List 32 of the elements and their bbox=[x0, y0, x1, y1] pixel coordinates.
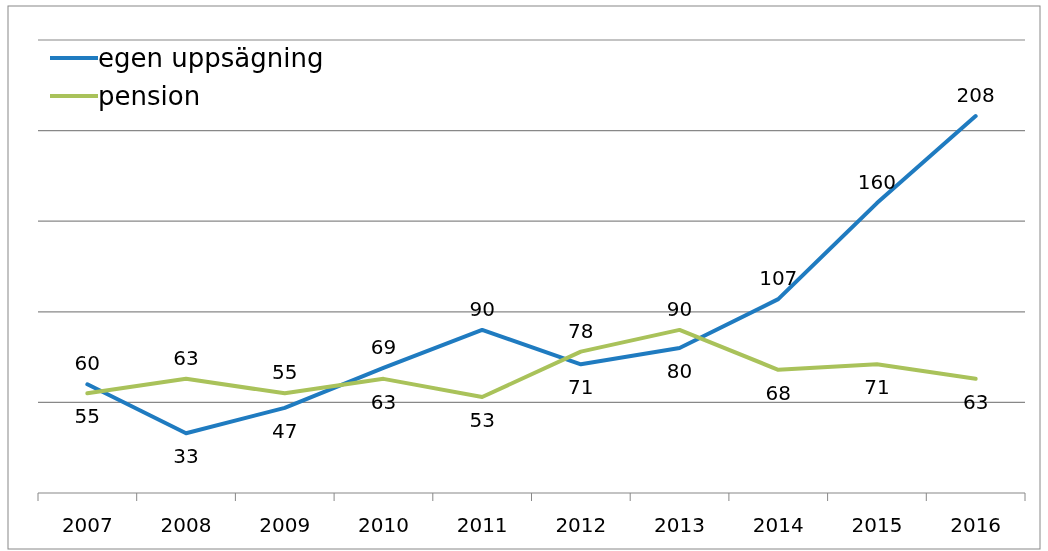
data-label: 63 bbox=[173, 345, 199, 370]
data-label: 55 bbox=[74, 404, 101, 429]
data-label: 53 bbox=[469, 407, 495, 432]
data-label: 160 bbox=[857, 170, 897, 195]
data-label: 33 bbox=[173, 444, 199, 469]
data-label: 80 bbox=[666, 359, 693, 384]
x-tick-label: 2015 bbox=[851, 513, 903, 537]
x-tick-label: 2013 bbox=[654, 513, 705, 537]
x-tick-label: 2009 bbox=[259, 513, 311, 537]
x-tick-label: 2008 bbox=[160, 513, 212, 537]
x-tick-label: 2011 bbox=[456, 513, 508, 537]
data-label: 63 bbox=[370, 389, 397, 414]
legend-label: egen uppsägning bbox=[98, 43, 324, 74]
data-label: 71 bbox=[568, 375, 594, 400]
data-label: 90 bbox=[469, 296, 495, 321]
data-label: 55 bbox=[272, 360, 298, 385]
x-tick-label: 2016 bbox=[950, 513, 1002, 537]
data-label: 208 bbox=[956, 83, 995, 108]
data-label: 90 bbox=[666, 296, 693, 321]
data-label: 69 bbox=[370, 334, 397, 359]
data-label: 63 bbox=[962, 389, 989, 414]
x-tick-label: 2007 bbox=[61, 513, 113, 537]
data-label: 71 bbox=[864, 375, 890, 400]
data-label: 60 bbox=[74, 351, 101, 376]
x-tick-label: 2010 bbox=[358, 513, 409, 537]
x-tick-label: 2014 bbox=[752, 513, 804, 537]
data-label: 68 bbox=[765, 380, 791, 405]
data-label: 107 bbox=[759, 266, 798, 291]
data-label: 47 bbox=[272, 418, 298, 443]
x-tick-label: 2012 bbox=[555, 513, 607, 537]
legend-label: pension bbox=[98, 81, 201, 112]
data-label: 78 bbox=[568, 318, 594, 343]
